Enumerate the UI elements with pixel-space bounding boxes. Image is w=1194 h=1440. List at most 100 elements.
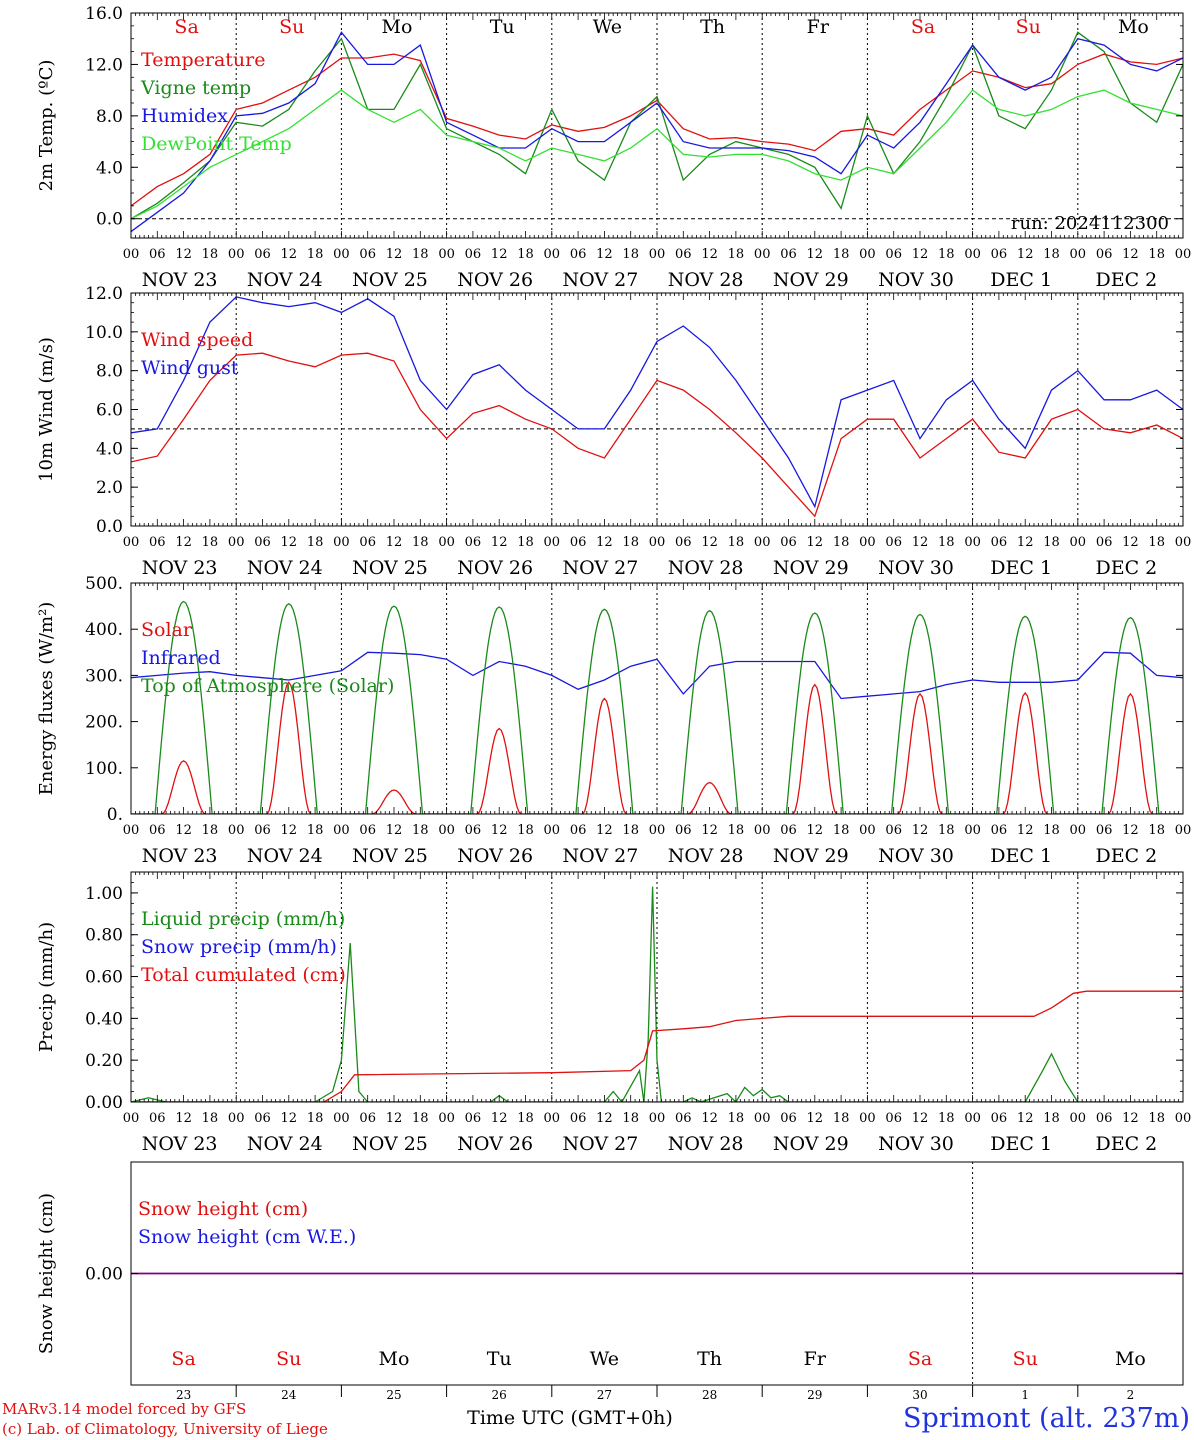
hour-label: 00 — [438, 823, 455, 838]
y-tick-label: 0.80 — [85, 926, 123, 946]
hour-label: 06 — [991, 823, 1008, 838]
hour-label: 00 — [964, 1111, 981, 1126]
date-label: NOV 23 — [142, 1133, 218, 1155]
hour-label: 12 — [1017, 247, 1034, 262]
hour-label: 06 — [570, 247, 587, 262]
hour-label: 06 — [675, 535, 692, 550]
hour-label: 00 — [438, 247, 455, 262]
y-tick-label: 6.0 — [96, 401, 123, 421]
day-number-label: 23 — [176, 1388, 191, 1402]
legend-entry: Snow height (cm W.E.) — [138, 1226, 356, 1248]
hour-label: 00 — [1070, 247, 1087, 262]
hour-label: 18 — [202, 535, 219, 550]
date-label: NOV 29 — [773, 269, 849, 291]
y-axis-label: 2m Temp. (ºC) — [36, 60, 57, 192]
hour-label: 00 — [544, 1111, 561, 1126]
hour-label: 06 — [570, 823, 587, 838]
hour-label: 00 — [754, 823, 771, 838]
hour-label: 06 — [780, 1111, 797, 1126]
day-of-week-label-bottom: Sa — [171, 1348, 195, 1370]
hour-label: 06 — [885, 1111, 902, 1126]
hour-label: 00 — [964, 247, 981, 262]
hour-label: 18 — [728, 823, 745, 838]
hour-label: 18 — [728, 247, 745, 262]
hour-label: 06 — [359, 1111, 376, 1126]
series-line-vigne-temp — [131, 31, 1183, 220]
hour-label: 00 — [123, 823, 140, 838]
day-of-week-label-bottom: Sa — [908, 1348, 932, 1370]
hour-label: 00 — [1070, 823, 1087, 838]
hour-label: 06 — [254, 535, 271, 550]
hour-label: 18 — [1148, 1111, 1165, 1126]
hour-label: 12 — [491, 1111, 508, 1126]
x-axis-label: Time UTC (GMT+0h) — [467, 1407, 673, 1429]
y-tick-label: 2.0 — [96, 478, 123, 498]
date-label: NOV 26 — [457, 845, 533, 867]
hour-label: 06 — [149, 247, 166, 262]
hour-label: 12 — [386, 823, 403, 838]
hour-label: 18 — [1043, 823, 1060, 838]
hour-label: 00 — [859, 535, 876, 550]
hour-label: 00 — [228, 823, 245, 838]
hour-label: 12 — [491, 823, 508, 838]
hour-label: 18 — [938, 823, 955, 838]
y-tick-label: 300. — [85, 666, 123, 686]
hour-label: 12 — [175, 823, 192, 838]
hour-label: 12 — [281, 823, 298, 838]
hour-label: 12 — [281, 535, 298, 550]
hour-label: 00 — [859, 247, 876, 262]
hour-label: 06 — [465, 823, 482, 838]
hour-label: 06 — [675, 823, 692, 838]
hour-label: 06 — [1096, 1111, 1113, 1126]
hour-label: 00 — [333, 1111, 350, 1126]
hour-label: 06 — [885, 247, 902, 262]
hour-label: 18 — [202, 1111, 219, 1126]
hour-label: 06 — [254, 1111, 271, 1126]
day-number-label: 28 — [702, 1388, 717, 1402]
hour-label: 12 — [491, 247, 508, 262]
hour-label: 06 — [465, 247, 482, 262]
date-label: DEC 1 — [990, 269, 1052, 291]
hour-label: 18 — [728, 1111, 745, 1126]
hour-label: 06 — [254, 247, 271, 262]
series-line-infrared — [131, 651, 1183, 700]
hour-label: 06 — [149, 1111, 166, 1126]
day-of-week-label-bottom: Fr — [804, 1348, 827, 1370]
y-tick-label: 0.00 — [85, 1265, 123, 1285]
hour-label: 18 — [307, 823, 324, 838]
hour-label: 06 — [149, 535, 166, 550]
hour-label: 00 — [333, 247, 350, 262]
hour-label: 12 — [386, 535, 403, 550]
hour-label: 00 — [1175, 1111, 1192, 1126]
credit-line-1: MARv3.14 model forced by GFS — [2, 1400, 246, 1418]
run-annotation: run: 2024112300 — [1011, 213, 1169, 234]
day-of-week-label-bottom: Mo — [379, 1348, 410, 1370]
hour-label: 00 — [649, 535, 666, 550]
hour-label: 00 — [333, 823, 350, 838]
hour-label: 06 — [780, 247, 797, 262]
hour-label: 18 — [622, 535, 639, 550]
hour-label: 18 — [412, 1111, 429, 1126]
hour-label: 12 — [491, 535, 508, 550]
hour-label: 18 — [622, 247, 639, 262]
date-label: NOV 25 — [352, 1133, 428, 1155]
day-of-week-label: Sa — [911, 16, 935, 38]
day-of-week-label: Th — [700, 16, 725, 38]
hour-label: 00 — [1175, 535, 1192, 550]
hour-label: 18 — [1148, 535, 1165, 550]
day-number-label: 26 — [492, 1388, 507, 1402]
hour-label: 06 — [1096, 823, 1113, 838]
hour-label: 06 — [991, 535, 1008, 550]
date-label: NOV 23 — [142, 269, 218, 291]
y-tick-label: 0.40 — [85, 1009, 123, 1029]
legend-entry: Wind gust — [141, 357, 239, 379]
text-layer: 0.04.08.012.016.02m Temp. (ºC) Temperatur… — [36, 4, 1191, 1402]
hour-label: 18 — [938, 1111, 955, 1126]
date-label: DEC 2 — [1096, 557, 1158, 579]
hour-label: 18 — [517, 823, 534, 838]
hour-label: 18 — [833, 247, 850, 262]
date-label: NOV 27 — [562, 845, 638, 867]
day-number-label: 2 — [1127, 1388, 1135, 1402]
date-label: NOV 29 — [773, 557, 849, 579]
hour-label: 06 — [465, 535, 482, 550]
